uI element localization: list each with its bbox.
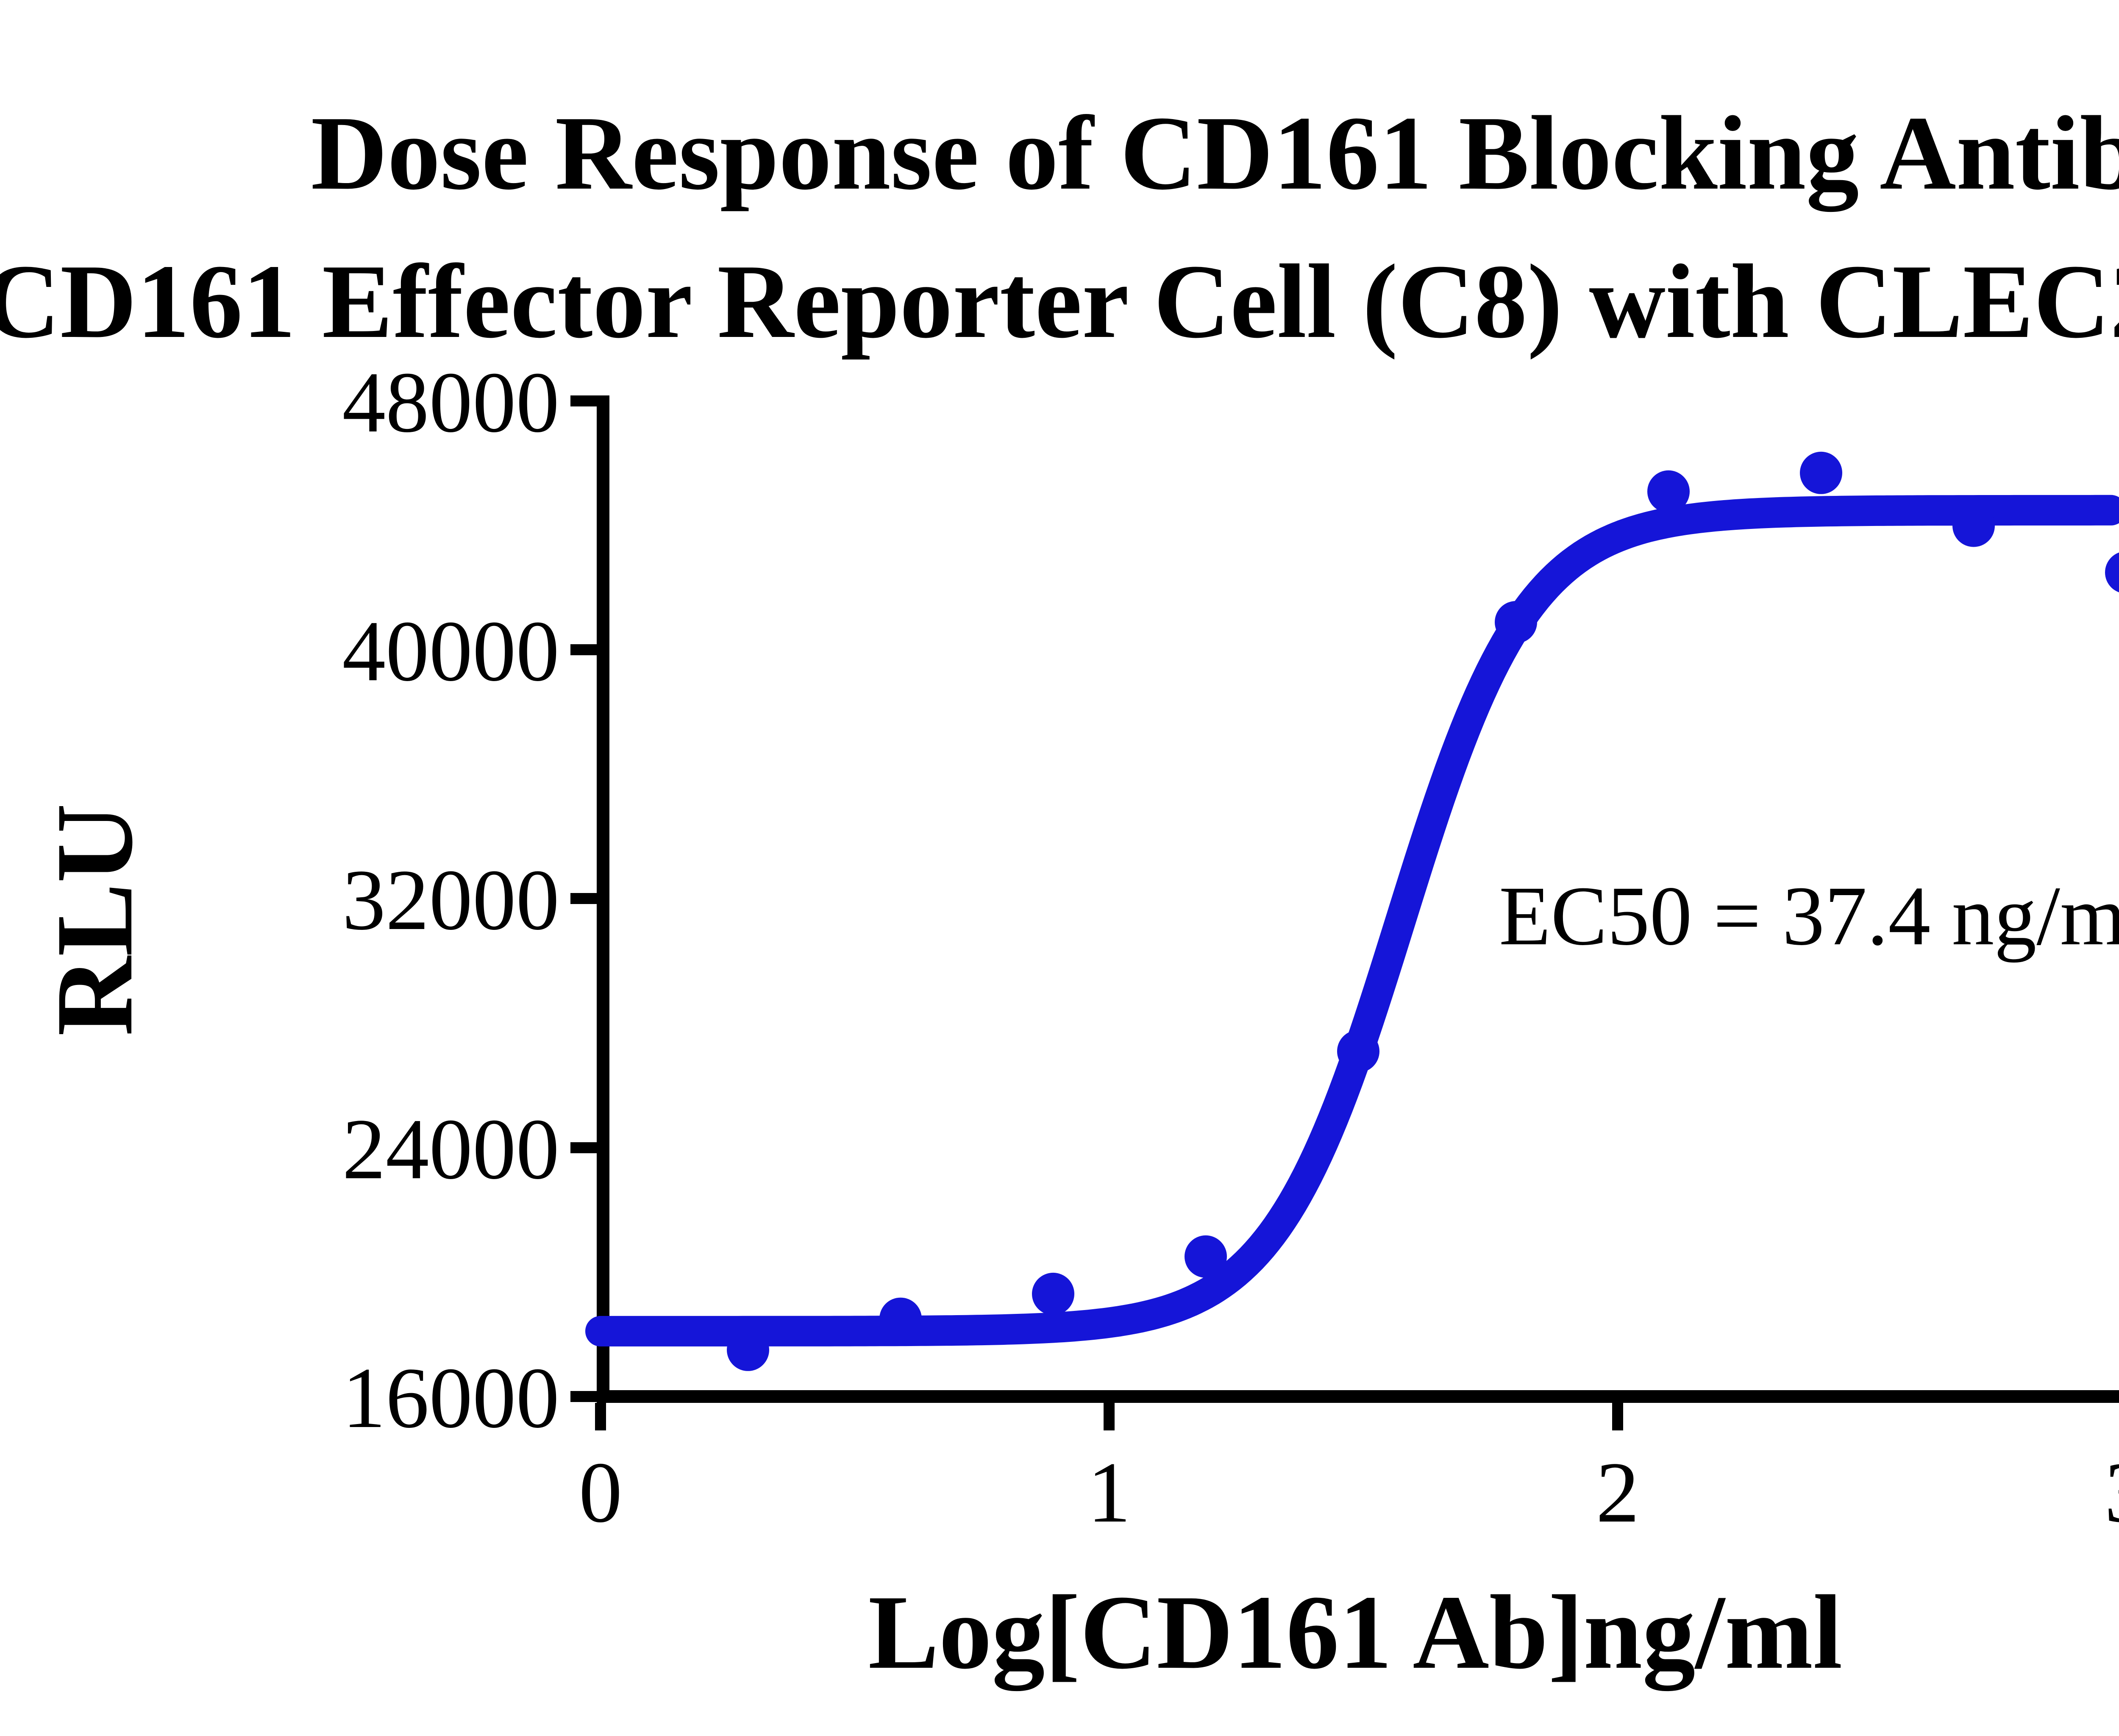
y-tick-label-48000: 48000 bbox=[342, 354, 560, 451]
data-point bbox=[1337, 1030, 1379, 1073]
data-point bbox=[1495, 601, 1537, 643]
y-axis-title: RLU bbox=[33, 804, 156, 1036]
y-tick-marks bbox=[570, 395, 598, 1402]
data-point bbox=[2105, 552, 2119, 593]
x-axis-title: Log[CD161 Ab]ng/ml bbox=[868, 1574, 1843, 1691]
y-tick-label-40000: 40000 bbox=[342, 603, 560, 699]
data-points bbox=[727, 451, 2119, 1371]
y-tick-label-24000: 24000 bbox=[342, 1101, 560, 1197]
data-point bbox=[879, 1297, 922, 1340]
data-point bbox=[727, 1328, 769, 1371]
x-tick-labels: 0 1 2 3 bbox=[579, 1444, 2119, 1541]
data-point bbox=[1185, 1235, 1227, 1278]
data-point bbox=[1647, 470, 1690, 513]
y-tick-label-16000: 16000 bbox=[342, 1350, 560, 1446]
x-tick-label-1: 1 bbox=[1087, 1444, 1131, 1541]
x-tick-label-2: 2 bbox=[1596, 1444, 1640, 1541]
y-tick-label-32000: 32000 bbox=[342, 852, 560, 948]
x-tick-label-0: 0 bbox=[579, 1444, 623, 1541]
data-point bbox=[1032, 1272, 1074, 1315]
chart-title-line-2: CD161 Effector Reporter Cell (C8) with C… bbox=[0, 243, 2119, 360]
data-point bbox=[1952, 504, 1995, 547]
x-tick-label-3: 3 bbox=[2105, 1444, 2119, 1541]
chart-title-line-1: Dose Response of CD161 Blocking Antibody… bbox=[311, 95, 2119, 212]
data-point bbox=[1800, 451, 1842, 494]
ec50-annotation: EC50 = 37.4 ng/ml bbox=[1499, 869, 2119, 963]
y-tick-labels: 48000 40000 32000 24000 16000 bbox=[342, 354, 560, 1446]
x-tick-marks bbox=[595, 1403, 1623, 1430]
